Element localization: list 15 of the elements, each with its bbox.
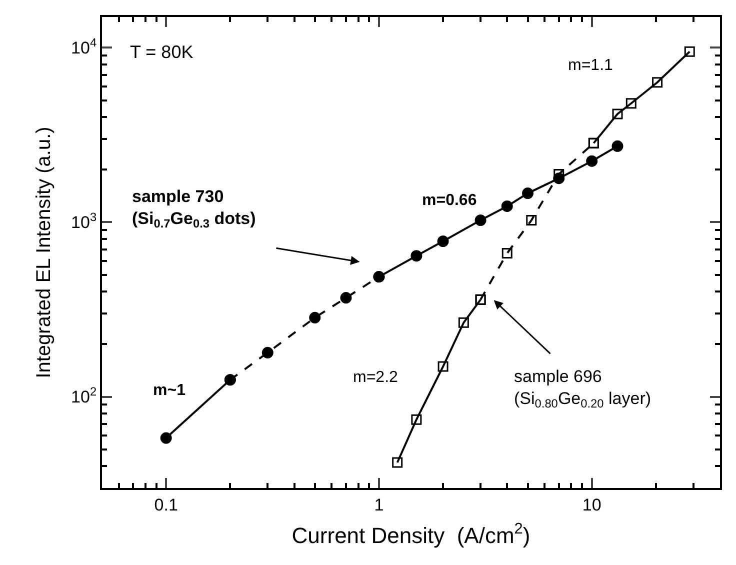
x-axis-title: Current Density (A/cm$^{2}$) <box>292 520 530 548</box>
annotation: m=2.2 <box>353 369 398 386</box>
y-axis-title: Integrated EL Intensity (a.u.) <box>33 126 56 378</box>
y-tick-label: 10$^{4}$ <box>71 36 97 58</box>
annotation: m=1.1 <box>568 57 614 74</box>
x-tick-label: 1 <box>374 495 384 514</box>
x-tick-label: 0.1 <box>154 495 178 514</box>
annotation: sample 730 (Si$_{0.7}$Ge$_{0.3}$ dots) <box>132 187 256 231</box>
x-tick-label: 10 <box>582 495 602 514</box>
y-tick-label: 10$^{2}$ <box>71 384 97 407</box>
y-tick-label: 10$^{3}$ <box>71 210 97 232</box>
annotation: m~1 <box>153 382 186 399</box>
annotation: T = 80K <box>130 42 194 62</box>
annotation: m=0.66 <box>422 192 477 209</box>
annotation: sample 696 (Si$_{0.80}$Ge$_{0.20}$ layer) <box>514 367 652 411</box>
